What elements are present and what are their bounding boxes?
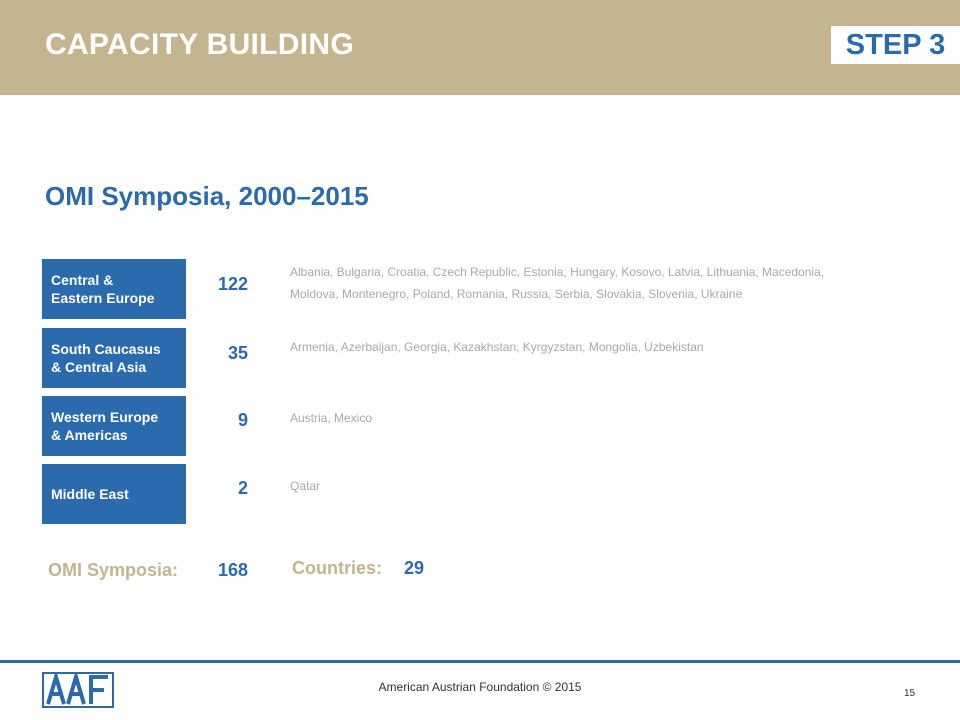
symposia-total-label: OMI Symposia:: [48, 560, 179, 580]
region-name-line: South Caucasus: [51, 341, 161, 357]
region-count: 35: [227, 343, 248, 363]
region-countries-line: Armenia, Azerbaijan, Georgia, Kazakhstan…: [290, 340, 704, 354]
region-countries: Albania, Bulgaria, Croatia, Czech Republ…: [290, 261, 930, 305]
region-name-line: Middle East: [51, 486, 129, 502]
countries-total-label: Countries:: [292, 558, 382, 578]
aaf-logo: [42, 669, 114, 713]
aaf-logo-icon: [42, 669, 114, 708]
page-title: CAPACITY BUILDING: [45, 28, 354, 61]
footer-divider: [0, 660, 960, 663]
page-number: 15: [904, 688, 916, 699]
step-badge: STEP 3: [831, 26, 960, 64]
countries-total-value: 29: [404, 558, 425, 578]
region-box-central-eastern-europe: Central & Eastern Europe: [42, 259, 186, 319]
region-name-line: Eastern Europe: [51, 290, 155, 306]
region-countries-line: Albania, Bulgaria, Croatia, Czech Republ…: [290, 265, 825, 279]
region-countries-line: Moldova, Montenegro, Poland, Romania, Ru…: [290, 287, 743, 301]
slide-subtitle: OMI Symposia, 2000–2015: [45, 181, 369, 211]
footer-copyright: American Austrian Foundation © 2015: [378, 680, 582, 694]
region-name-line: Central &: [51, 272, 114, 288]
region-count: 9: [237, 410, 248, 430]
region-countries: Austria, Mexico: [290, 407, 930, 429]
region-box-middle-east: Middle East: [42, 464, 186, 524]
region-count: 122: [217, 274, 248, 294]
symposia-total-value: 168: [217, 560, 248, 580]
region-name-line: Western Europe: [51, 409, 159, 425]
header-bar: CAPACITY BUILDING STEP 3: [0, 0, 960, 95]
region-countries: Qatar: [290, 475, 930, 497]
region-countries-line: Austria, Mexico: [290, 411, 373, 425]
region-box-western-europe-americas: Western Europe & Americas: [42, 396, 186, 456]
region-countries: Armenia, Azerbaijan, Georgia, Kazakhstan…: [290, 336, 930, 358]
region-name-line: & Central Asia: [51, 359, 147, 375]
region-box-south-caucasus-central-asia: South Caucasus & Central Asia: [42, 328, 186, 388]
region-count: 2: [237, 478, 248, 498]
region-name-line: & Americas: [51, 427, 128, 443]
region-countries-line: Qatar: [290, 479, 321, 493]
